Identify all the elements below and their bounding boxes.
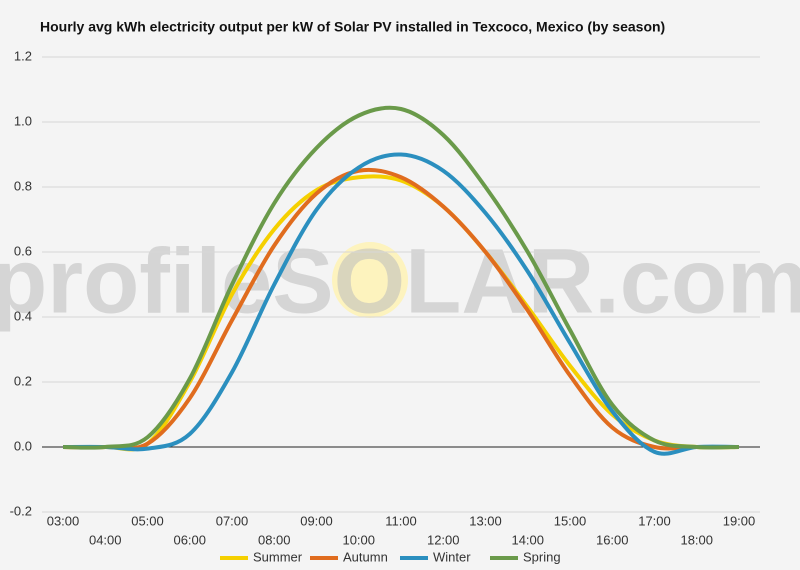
series-line: [62, 105, 740, 450]
legend-label: Summer: [253, 549, 303, 564]
x-tick-label: 18:00: [680, 532, 713, 547]
x-tick-label: 05:00: [131, 513, 164, 528]
y-tick-label: 0.2: [14, 373, 32, 388]
y-tick-label: 0.8: [14, 178, 32, 193]
x-tick-label: 10:00: [342, 532, 375, 547]
chart-title: Hourly avg kWh electricity output per kW…: [40, 19, 665, 35]
x-tick-label: 16:00: [596, 532, 629, 547]
y-tick-label: 0.4: [14, 308, 32, 323]
x-tick-label: 07:00: [216, 513, 249, 528]
x-tick-label: 13:00: [469, 513, 502, 528]
x-tick-label: 11:00: [385, 513, 417, 528]
x-tick-label: 19:00: [723, 513, 756, 528]
x-tick-label: 14:00: [511, 532, 544, 547]
x-tick-label: 12:00: [427, 532, 460, 547]
x-tick-label: 17:00: [638, 513, 671, 528]
legend-label: Autumn: [343, 549, 388, 564]
y-tick-label: -0.2: [10, 503, 32, 518]
series-line: [62, 152, 740, 456]
x-tick-label: 03:00: [47, 513, 80, 528]
y-tick-label: 1.0: [14, 113, 32, 128]
x-tick-label: 09:00: [300, 513, 333, 528]
y-tick-label: 0.0: [14, 438, 32, 453]
x-tick-label: 06:00: [173, 532, 206, 547]
watermark: profileSOLAR.com: [0, 230, 800, 332]
x-tick-label: 04:00: [89, 532, 122, 547]
x-tick-label: 08:00: [258, 532, 291, 547]
x-tick-label: 15:00: [554, 513, 587, 528]
y-tick-label: 0.6: [14, 243, 32, 258]
series-line: [62, 167, 739, 451]
watermark-sun: [332, 242, 408, 318]
legend-label: Winter: [433, 549, 471, 564]
y-tick-label: 1.2: [14, 48, 32, 63]
legend-label: Spring: [523, 549, 561, 564]
